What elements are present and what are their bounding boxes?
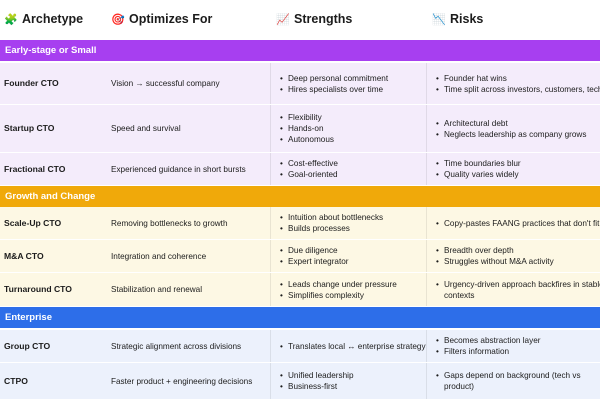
table-row: Founder CTO Vision → successful company … (0, 63, 600, 105)
archetype-name: Group CTO (4, 340, 51, 351)
strengths-list: Intuition about bottlenecks Builds proce… (270, 207, 436, 239)
risks-list: Architectural debt Neglects leadership a… (426, 105, 600, 152)
strength-item: Unified leadership (280, 370, 436, 381)
header-label: Archetype (22, 12, 84, 26)
archetype-name: M&A CTO (4, 250, 44, 261)
header-label: Optimizes For (129, 12, 213, 26)
strengths-list: Cost-effective Goal-oriented (270, 153, 436, 185)
strengths-list: Flexibility Hands-on Autonomous (270, 105, 436, 152)
strength-item: Due diligence (280, 245, 436, 256)
strength-item: Goal-oriented (280, 169, 436, 180)
risk-item: Struggles without M&A activity (436, 256, 600, 267)
strength-item: Autonomous (280, 134, 436, 145)
risks-list: Founder hat wins Time split across inves… (426, 63, 600, 104)
table-row: Group CTO Strategic alignment across div… (0, 330, 600, 363)
strength-item: Flexibility (280, 112, 436, 123)
strengths-list: Deep personal commitment Hires specialis… (270, 63, 436, 104)
strengths-list: Translates local ↔ enterprise strategy (270, 330, 436, 362)
risk-item: Breadth over depth (436, 245, 600, 256)
section-title: Early-stage or Small (5, 45, 97, 56)
risks-list: Time boundaries blur Quality varies wide… (426, 153, 600, 185)
risk-item: Time boundaries blur (436, 158, 600, 169)
header-optimizes-for: 🎯 Optimizes For (111, 12, 212, 26)
header-label: Strengths (294, 12, 353, 26)
optimizes-for: Speed and survival (111, 124, 181, 133)
strengths-list: Leads change under pressure Simplifies c… (270, 273, 436, 306)
header-strengths: 📈 Strengths (276, 12, 352, 26)
section-title: Enterprise (5, 312, 52, 323)
risks-list: Breadth over depth Struggles without M&A… (426, 240, 600, 272)
strengths-list: Unified leadership Business-first (270, 363, 436, 399)
risk-item: Neglects leadership as company grows (436, 129, 600, 140)
strength-item: Business-first (280, 381, 436, 392)
puzzle-icon: 🧩 (4, 14, 18, 26)
header-archetype: 🧩 Archetype (4, 12, 83, 26)
strengths-list: Due diligence Expert integrator (270, 240, 436, 272)
risk-item: Becomes abstraction layer (436, 335, 600, 346)
strength-item: Leads change under pressure (280, 279, 436, 290)
risk-item: Urgency-driven approach backfires in sta… (436, 279, 600, 301)
section-growth: Growth and Change (0, 186, 600, 207)
optimizes-for: Integration and coherence (111, 251, 207, 261)
table-header: 🧩 Archetype 🎯 Optimizes For 📈 Strengths 📉 Ri… (0, 0, 600, 40)
section-enterprise: Enterprise (0, 307, 600, 328)
risks-list: Copy-pastes FAANG practices that don't f… (426, 207, 600, 239)
strength-item: Expert integrator (280, 256, 436, 267)
strength-item: Deep personal commitment (280, 73, 436, 84)
risk-item: Copy-pastes FAANG practices that don't f… (436, 218, 600, 229)
table-row: CTPO Faster product + engineering decisi… (0, 363, 600, 400)
strength-item: Hires specialists over time (280, 84, 436, 95)
strength-item: Intuition about bottlenecks (280, 212, 436, 223)
table-row: Turnaround CTO Stabilization and renewal… (0, 273, 600, 307)
header-risks: 📉 Risks (432, 12, 483, 26)
optimizes-for: Experienced guidance in short bursts (111, 164, 246, 174)
optimizes-for: Removing bottlenecks to growth (111, 218, 228, 228)
risk-item: Gaps depend on background (tech vs produ… (436, 370, 600, 392)
strength-item: Hands-on (280, 123, 436, 134)
table-row: Scale-Up CTO Removing bottlenecks to gro… (0, 207, 600, 240)
risks-list: Urgency-driven approach backfires in sta… (426, 273, 600, 306)
header-label: Risks (450, 12, 484, 26)
risk-item: Quality varies widely (436, 169, 600, 180)
strength-item: Cost-effective (280, 158, 436, 169)
archetype-name: Scale-Up CTO (4, 217, 62, 228)
archetype-name: Fractional CTO (4, 163, 66, 174)
risks-list: Gaps depend on background (tech vs produ… (426, 363, 600, 399)
optimizes-for: Vision → successful company (111, 79, 220, 88)
archetype-name: Founder CTO (4, 78, 59, 88)
strength-item: Builds processes (280, 223, 436, 234)
target-icon: 🎯 (111, 14, 125, 26)
table-row: M&A CTO Integration and coherence Due di… (0, 240, 600, 273)
risk-item: Architectural debt (436, 118, 600, 129)
optimizes-for: Strategic alignment across divisions (111, 341, 242, 351)
archetype-name: CTPO (4, 375, 28, 386)
optimizes-for: Stabilization and renewal (111, 285, 203, 294)
table-row: Startup CTO Speed and survival Flexibili… (0, 105, 600, 153)
table-row: Fractional CTO Experienced guidance in s… (0, 153, 600, 186)
optimizes-for: Faster product + engineering decisions (111, 376, 253, 386)
strength-item: Translates local ↔ enterprise strategy (280, 341, 436, 352)
section-title: Growth and Change (5, 191, 96, 202)
risk-item: Filters information (436, 346, 600, 357)
chart-down-icon: 📉 (432, 14, 446, 26)
risks-list: Becomes abstraction layer Filters inform… (426, 330, 600, 362)
chart-up-icon: 📈 (276, 14, 290, 26)
archetype-name: Startup CTO (4, 123, 55, 133)
risk-item: Founder hat wins (436, 73, 600, 84)
archetype-name: Turnaround CTO (4, 284, 72, 294)
strength-item: Simplifies complexity (280, 290, 436, 301)
risk-item: Time split across investors, customers, … (436, 84, 600, 95)
section-early-stage: Early-stage or Small (0, 40, 600, 61)
